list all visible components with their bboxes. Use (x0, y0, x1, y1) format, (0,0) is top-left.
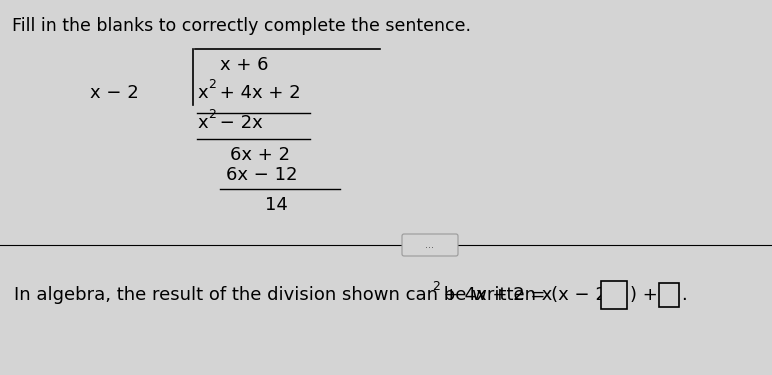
Text: x: x (197, 84, 208, 102)
FancyBboxPatch shape (601, 281, 627, 309)
Text: 2: 2 (208, 78, 216, 90)
Text: 2: 2 (432, 279, 440, 292)
Text: ) +: ) + (630, 286, 663, 304)
Text: + 4x + 2 = (x − 2)(: + 4x + 2 = (x − 2)( (438, 286, 621, 304)
Text: 6x − 12: 6x − 12 (226, 166, 297, 184)
Text: Fill in the blanks to correctly complete the sentence.: Fill in the blanks to correctly complete… (12, 17, 471, 35)
Text: In algebra, the result of the division shown can be written x: In algebra, the result of the division s… (14, 286, 553, 304)
FancyBboxPatch shape (402, 234, 458, 256)
Text: + 4x + 2: + 4x + 2 (214, 84, 300, 102)
Text: .: . (681, 286, 687, 304)
Text: x: x (197, 114, 208, 132)
Text: 14: 14 (265, 196, 288, 214)
FancyBboxPatch shape (659, 283, 679, 307)
Text: 2: 2 (208, 108, 216, 120)
Text: 6x + 2: 6x + 2 (230, 146, 290, 164)
Text: ...: ... (425, 240, 435, 250)
Text: x + 6: x + 6 (220, 56, 269, 74)
Text: − 2x: − 2x (214, 114, 262, 132)
Text: x − 2: x − 2 (90, 84, 139, 102)
